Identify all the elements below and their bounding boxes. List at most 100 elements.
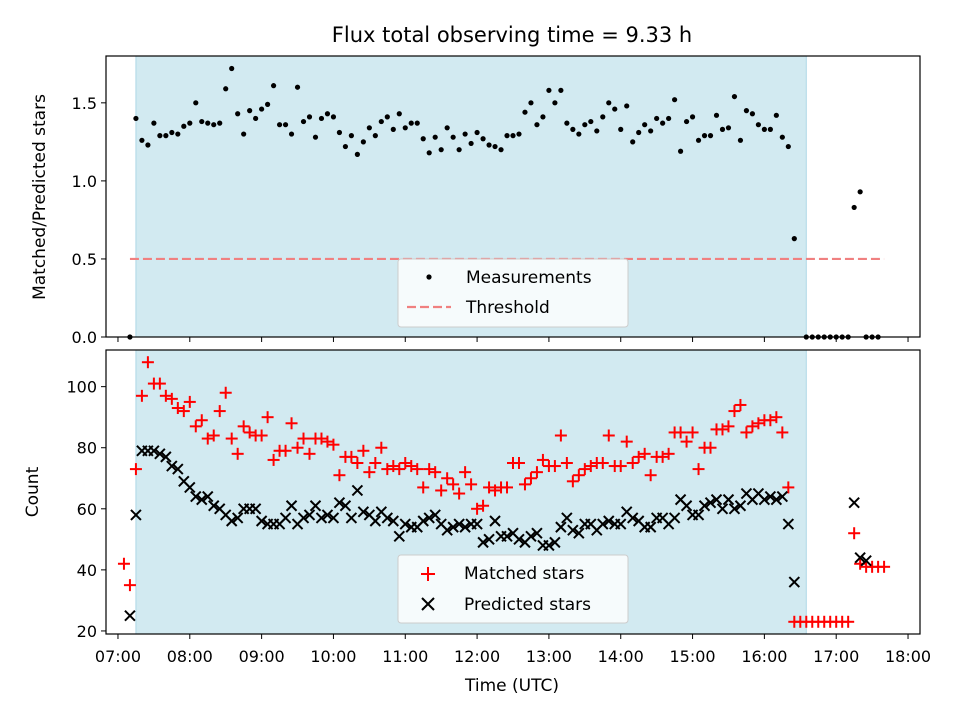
measurement-point bbox=[558, 87, 564, 93]
measurement-point bbox=[570, 126, 576, 132]
predicted-marker-stroke bbox=[249, 503, 262, 515]
predicted-star-point bbox=[513, 533, 525, 546]
predicted-star-point bbox=[603, 515, 615, 527]
measurement-point bbox=[516, 131, 522, 137]
measurement-point bbox=[223, 86, 229, 92]
top-y-tick-label: 1.5 bbox=[72, 94, 97, 113]
predicted-marker-stroke bbox=[680, 500, 693, 512]
predicted-marker-stroke bbox=[202, 490, 214, 503]
predicted-marker-stroke bbox=[615, 518, 627, 530]
bottom-y-tick-label: 20 bbox=[77, 622, 97, 641]
predicted-star-point bbox=[309, 500, 322, 512]
matched-star-point bbox=[572, 469, 585, 482]
measurement-point bbox=[701, 133, 708, 139]
predicted-star-point bbox=[471, 518, 483, 530]
matched-star-point bbox=[429, 466, 442, 479]
measurement-point bbox=[312, 134, 319, 140]
predicted-marker-stroke bbox=[196, 493, 208, 506]
predicted-star-point bbox=[692, 509, 705, 521]
predicted-star-point bbox=[225, 515, 238, 527]
bottom-axes-frame bbox=[105, 349, 921, 635]
matched-star-point bbox=[135, 389, 148, 402]
predicted-star-point bbox=[489, 515, 501, 527]
predicted-marker-stroke bbox=[399, 518, 411, 530]
measurement-point bbox=[707, 133, 714, 139]
predicted-star-point bbox=[429, 509, 441, 521]
matched-star-point bbox=[782, 481, 795, 494]
predicted-star-point bbox=[764, 490, 777, 503]
predicted-marker-stroke bbox=[315, 512, 328, 524]
bottom-y-tick-label: 80 bbox=[77, 439, 97, 458]
matched-star-point bbox=[441, 472, 454, 485]
matched-star-point bbox=[375, 441, 388, 454]
predicted-marker-stroke bbox=[716, 503, 729, 515]
measurement-point bbox=[636, 129, 642, 136]
matched-star-point bbox=[477, 499, 490, 512]
measurement-point bbox=[630, 139, 636, 145]
predicted-marker-stroke bbox=[656, 512, 669, 524]
x-tick-label: 14:00 bbox=[598, 647, 644, 666]
predicted-star-point bbox=[680, 500, 693, 512]
predicted-marker-stroke bbox=[549, 536, 561, 549]
predicted-marker-stroke bbox=[848, 496, 860, 509]
matched-star-point bbox=[357, 444, 370, 457]
legend-measurements-label: Measurements bbox=[466, 268, 592, 288]
predicted-marker-stroke bbox=[381, 512, 394, 524]
predicted-marker-stroke bbox=[178, 475, 190, 488]
predicted-marker-stroke bbox=[764, 490, 777, 503]
predicted-star-point bbox=[734, 500, 747, 512]
predicted-marker-stroke bbox=[172, 463, 184, 475]
measurement-point bbox=[749, 111, 756, 117]
measurement-point bbox=[791, 236, 797, 242]
predicted-star-point bbox=[285, 500, 298, 512]
predicted-star-point bbox=[208, 500, 220, 512]
bottom-legend-box bbox=[397, 554, 629, 624]
x-tick-label: 15:00 bbox=[670, 647, 716, 666]
legend-threshold-label: Threshold bbox=[465, 298, 550, 318]
predicted-marker-stroke bbox=[555, 521, 567, 533]
predicted-star-point bbox=[477, 536, 489, 549]
measurement-point bbox=[432, 134, 438, 140]
measurement-point bbox=[468, 140, 474, 147]
measurement-point bbox=[773, 112, 779, 118]
predicted-star-point bbox=[255, 515, 268, 527]
measurement-point bbox=[420, 136, 426, 142]
matched-star-point bbox=[231, 447, 244, 460]
predicted-star-point bbox=[339, 500, 352, 512]
predicted-marker-stroke bbox=[561, 512, 573, 524]
matched-star-point bbox=[123, 579, 136, 592]
matched-star-point bbox=[638, 447, 651, 460]
measurement-point bbox=[456, 147, 462, 153]
matched-star-point bbox=[279, 444, 292, 457]
x-tick-label: 12:00 bbox=[454, 647, 500, 666]
matched-star-point bbox=[219, 386, 232, 399]
predicted-star-point bbox=[279, 512, 292, 524]
predicted-star-point bbox=[710, 493, 723, 506]
matched-star-point bbox=[740, 426, 753, 439]
matched-star-point bbox=[291, 441, 304, 454]
predicted-marker-stroke bbox=[567, 524, 579, 536]
predicted-marker-stroke bbox=[297, 512, 310, 524]
measurement-point bbox=[378, 118, 384, 125]
matched-star-point bbox=[776, 426, 789, 439]
predicted-star-point bbox=[130, 509, 142, 521]
predicted-marker-stroke bbox=[734, 500, 747, 512]
measurement-point bbox=[725, 125, 732, 131]
predicted-marker-stroke bbox=[752, 487, 765, 500]
predicted-star-point bbox=[716, 503, 729, 515]
measurement-point bbox=[851, 204, 857, 211]
predicted-marker-stroke bbox=[417, 515, 429, 527]
predicted-marker-stroke bbox=[184, 481, 196, 494]
measurement-point bbox=[360, 139, 366, 145]
top-y-tick-label: 0.5 bbox=[72, 250, 97, 269]
predicted-star-point bbox=[561, 512, 573, 524]
measurement-point bbox=[743, 108, 750, 114]
measurement-point bbox=[677, 148, 684, 154]
x-tick-label: 13:00 bbox=[526, 647, 572, 666]
predicted-star-point bbox=[722, 493, 735, 506]
matched-star-point bbox=[165, 392, 178, 405]
predicted-star-point bbox=[231, 512, 244, 524]
measurement-point bbox=[396, 111, 402, 117]
matched-star-point bbox=[770, 411, 783, 424]
